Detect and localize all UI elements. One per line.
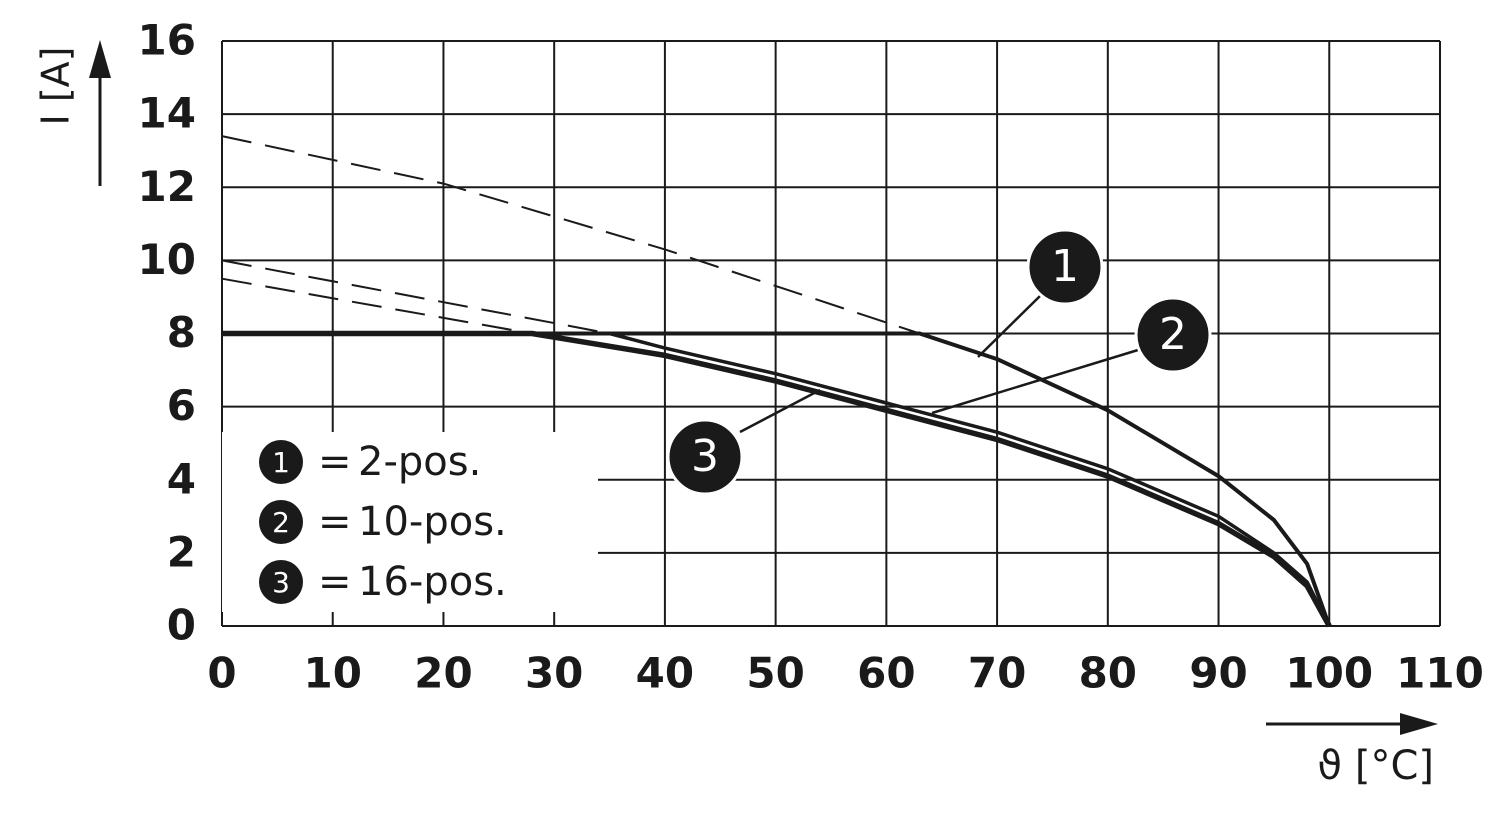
x-tick-label: 50 (746, 649, 804, 698)
y-tick-label: 2 (167, 527, 196, 576)
y-tick-label: 8 (167, 308, 196, 357)
x-tick-label: 20 (414, 649, 472, 698)
x-tick-label: 90 (1189, 649, 1247, 698)
leader-line (739, 388, 821, 434)
callout-circle (666, 418, 744, 496)
y-tick-label: 6 (167, 381, 196, 430)
legend-separator: = (318, 439, 352, 485)
y-tick-label: 16 (138, 16, 196, 65)
legend: 1 = 2-pos.2 = 10-pos.3 = 16-pos. (259, 439, 507, 605)
legend-label: 16-pos. (358, 559, 507, 605)
extension-line (221, 277, 533, 335)
x-tick-label: 110 (1396, 649, 1484, 698)
leader-line (931, 348, 1139, 415)
legend-marker-label: 3 (272, 566, 290, 599)
x-tick-label: 100 (1285, 649, 1373, 698)
legend-marker (259, 440, 303, 484)
legend-marker (259, 560, 303, 604)
x-tick-label: 40 (636, 649, 694, 698)
legend-marker-label: 2 (272, 506, 290, 539)
x-tick-label: 10 (304, 649, 362, 698)
x-axis-label: ϑ [°C] (1317, 743, 1434, 789)
y-tick-label: 10 (138, 235, 196, 284)
plot-lines (221, 135, 1332, 628)
leader-line (977, 295, 1041, 358)
x-arrow-head (1400, 713, 1438, 735)
callout-label: 3 (691, 431, 719, 482)
callout-label: 1 (1051, 241, 1079, 292)
legend-separator: = (318, 559, 352, 605)
callout-circle (1026, 228, 1104, 306)
x-tick-label: 0 (207, 649, 236, 698)
x-tick-label: 70 (968, 649, 1026, 698)
x-tick-label: 80 (1079, 649, 1137, 698)
callout-label: 2 (1159, 309, 1187, 360)
legend-marker (259, 500, 303, 544)
y-axis-label: I [A] (34, 47, 78, 126)
x-tick-label: 60 (857, 649, 915, 698)
legend-separator: = (318, 499, 352, 545)
callout-circle (1134, 296, 1212, 374)
y-tick-label: 14 (138, 89, 196, 138)
series-line (222, 331, 1332, 627)
y-tick-label: 0 (167, 601, 196, 650)
y-tick-label: 4 (167, 454, 196, 503)
x-tick-label: 30 (525, 649, 583, 698)
callouts: 1 2 3 (666, 228, 1212, 496)
callout-leaders (739, 295, 1139, 434)
legend-label: 10-pos. (358, 499, 507, 545)
extension-line (221, 135, 920, 335)
y-tick-label: 12 (138, 162, 196, 211)
legend-marker-label: 1 (272, 446, 290, 479)
series-line (222, 330, 1332, 628)
legend-label: 2-pos. (358, 439, 481, 485)
extension-line (221, 259, 610, 335)
y-arrow-head (89, 40, 111, 78)
